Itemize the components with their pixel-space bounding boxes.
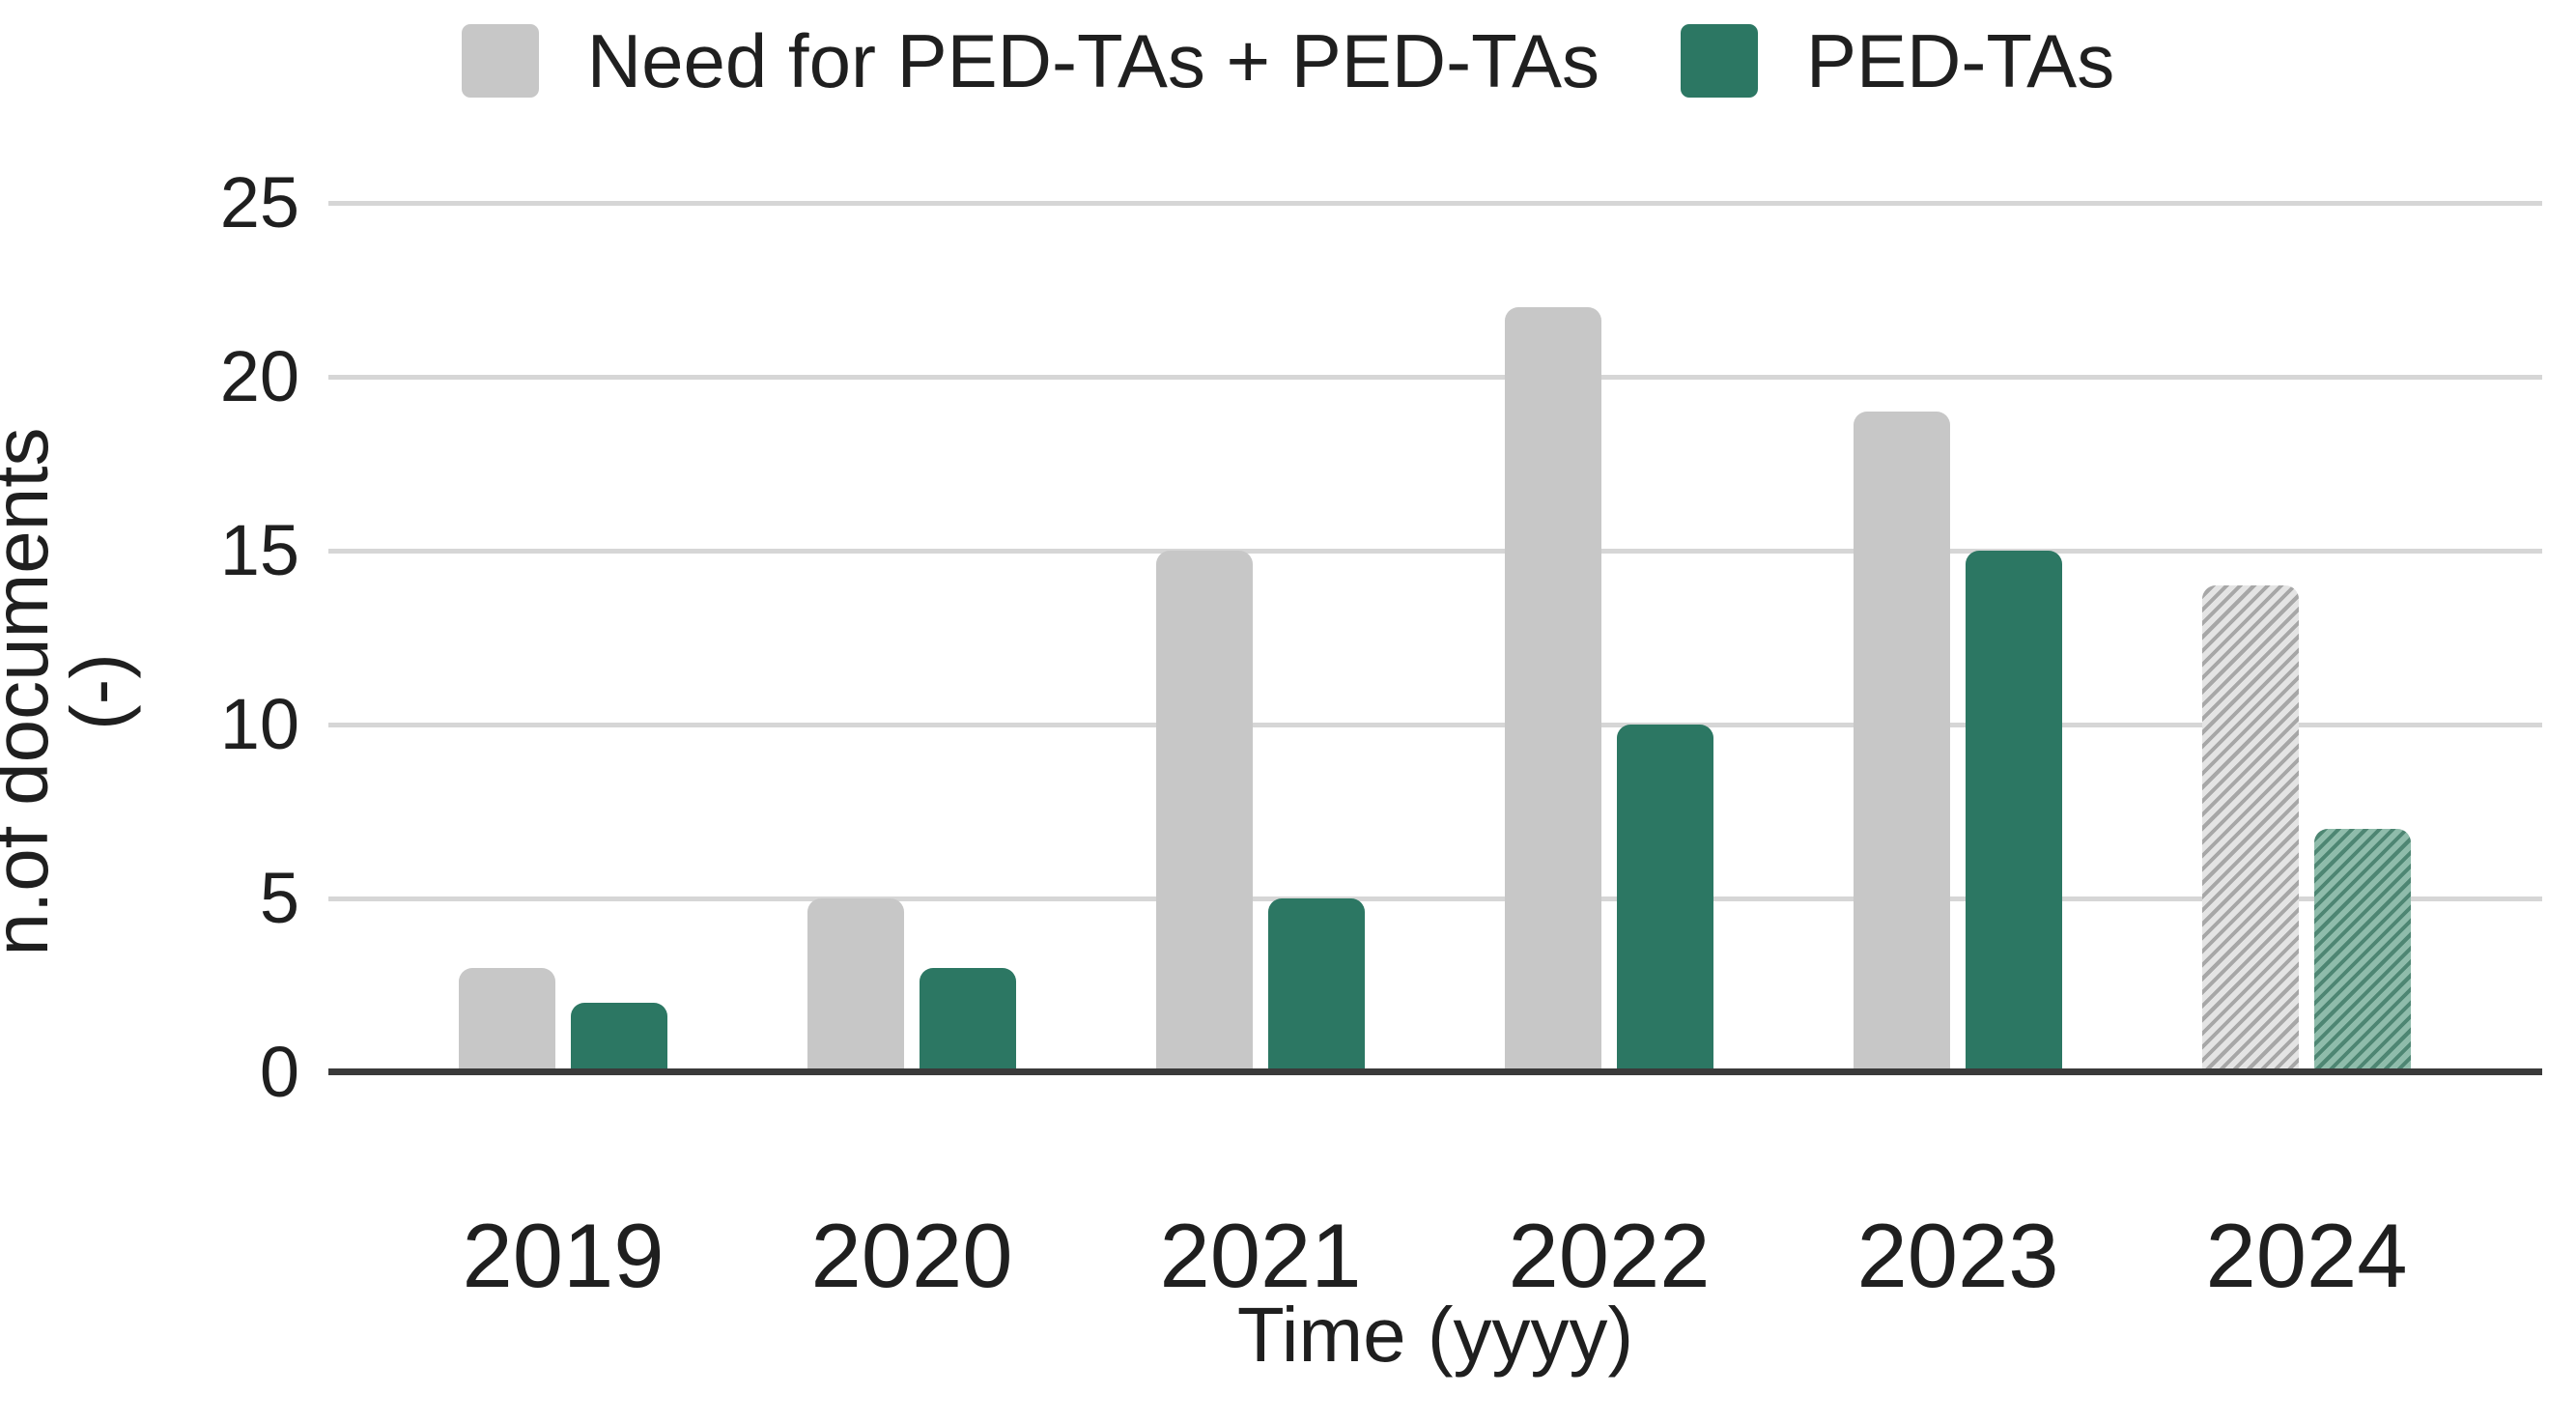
x-tick-label-2022: 2022: [1508, 1205, 1711, 1306]
x-tick-label-2024: 2024: [2205, 1205, 2408, 1306]
bar-2022-need-for-ped-tas: [1505, 307, 1601, 1072]
legend-swatch-gray: [461, 24, 539, 98]
gridline-y-25: [328, 201, 2542, 206]
bar-2019-need-for-ped-tas: [459, 968, 555, 1072]
y-tick-label-20: 20: [219, 336, 299, 416]
bar-2020-need-for-ped-tas: [807, 898, 904, 1072]
bar-2020-ped-tas: [920, 968, 1016, 1072]
x-axis-line: [328, 1068, 2542, 1075]
y-tick-label-25: 25: [219, 162, 299, 242]
gridline-y-20: [328, 375, 2542, 380]
x-tick-label-2019: 2019: [462, 1205, 665, 1306]
gridline-y-15: [328, 549, 2542, 554]
gridline-y-5: [328, 896, 2542, 901]
y-tick-label-15: 15: [219, 510, 299, 590]
x-axis-title: Time (yyyy): [1236, 1292, 1634, 1378]
bar-2024-need-for-ped-tas-hatched: [2202, 585, 2299, 1072]
x-tick-label-2020: 2020: [810, 1205, 1013, 1306]
bar-2022-ped-tas: [1617, 725, 1713, 1072]
legend-label-ped-tas: PED-TAs: [1805, 18, 2115, 103]
y-tick-label-0: 0: [259, 1032, 299, 1112]
bar-2021-ped-tas: [1268, 898, 1365, 1072]
legend-item-ped-tas: PED-TAs: [1680, 18, 2115, 103]
x-tick-label-2023: 2023: [1856, 1205, 2059, 1306]
x-tick-label-2021: 2021: [1159, 1205, 1362, 1306]
bar-2023-need-for-ped-tas: [1854, 412, 1950, 1072]
legend-label-need-for-ped-tas: Need for PED-TAs + PED-TAs: [586, 18, 1599, 103]
gridline-y-10: [328, 723, 2542, 727]
bar-2019-ped-tas: [571, 1003, 667, 1072]
legend: Need for PED-TAs + PED-TAs PED-TAs: [0, 23, 2576, 99]
bar-2021-need-for-ped-tas: [1156, 551, 1253, 1072]
bar-2024-ped-tas-hatched: [2314, 829, 2411, 1072]
bar-2023-ped-tas: [1966, 551, 2062, 1072]
y-tick-label-5: 5: [259, 858, 299, 938]
legend-swatch-green: [1680, 24, 1758, 98]
y-tick-label-10: 10: [219, 684, 299, 764]
plot-area: 2019 2020 2021 2022 2023 2024: [328, 201, 2542, 1306]
legend-item-need-for-ped-tas: Need for PED-TAs + PED-TAs: [461, 18, 1599, 103]
